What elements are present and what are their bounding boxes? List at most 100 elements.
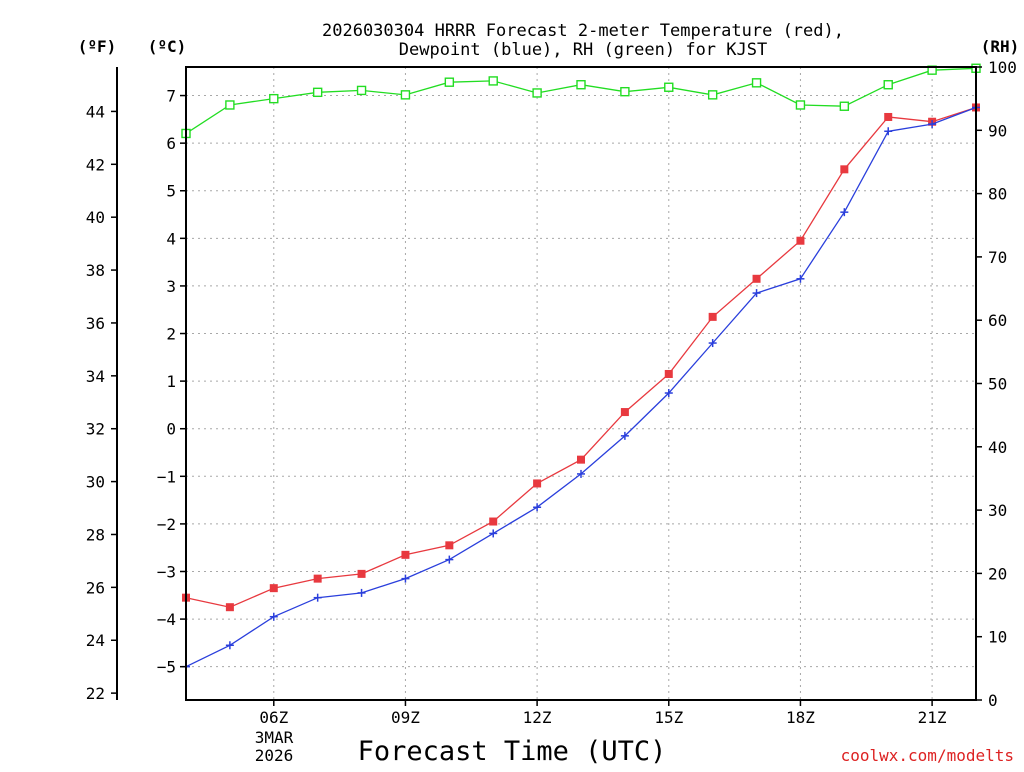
f-tick-label: 44 (86, 102, 105, 121)
rh-tick-label: 0 (988, 691, 998, 710)
temperature-point (225, 603, 234, 612)
dewpoint-point (928, 120, 937, 129)
dewpoint-point (752, 289, 761, 298)
rh-point (883, 80, 893, 90)
date-label-year: 2026 (255, 746, 294, 765)
date-label-month: 3MAR (255, 728, 294, 747)
x-tick-label: 12Z (523, 708, 552, 727)
temperature-point (620, 408, 629, 417)
temperature-point (708, 312, 717, 321)
dewpoint-point (489, 529, 498, 538)
f-tick-label: 24 (86, 631, 105, 650)
rh-point (444, 77, 455, 87)
c-tick-label: 6 (166, 134, 176, 153)
rh-point (707, 90, 718, 100)
c-tick-label: −4 (157, 610, 176, 629)
temperature-point (401, 550, 410, 559)
temperature-point (840, 165, 849, 174)
rh-tick-label: 10 (988, 628, 1007, 647)
x-axis-label: Forecast Time (UTC) (358, 736, 667, 767)
temperature-point (445, 541, 454, 550)
temperature-point (884, 112, 893, 121)
c-tick-label: −5 (157, 658, 176, 677)
labels: 2026030304 HRRR Forecast 2-meter Tempera… (78, 21, 1020, 767)
f-tick-label: 30 (86, 473, 105, 492)
dewpoint-point (884, 127, 893, 136)
rh-tick-label: 100 (988, 58, 1017, 77)
rh-point (532, 88, 542, 98)
rh-tick-label: 30 (988, 501, 1007, 520)
dewpoint-point (225, 641, 234, 650)
chart-title-line1: 2026030304 HRRR Forecast 2-meter Tempera… (322, 21, 844, 41)
dewpoint-point (269, 612, 278, 621)
temperature-point (752, 274, 761, 283)
rh-tick-label: 90 (988, 121, 1007, 140)
rh-point (356, 85, 367, 96)
rh-tick-label: 20 (988, 564, 1007, 583)
temperature-point (313, 574, 322, 583)
c-tick-label: 1 (166, 372, 176, 391)
rh-point (839, 101, 850, 111)
rh-tick-label: 50 (988, 375, 1007, 394)
dewpoint-point (577, 469, 585, 478)
f-tick-label: 22 (86, 684, 105, 703)
f-tick-label: 28 (86, 525, 105, 544)
temperature-point (357, 569, 366, 578)
temperature-point (533, 479, 542, 488)
c-tick-label: 4 (166, 229, 176, 248)
temperature-point (664, 369, 673, 378)
rh-point (269, 93, 279, 104)
chart-title-line2: Dewpoint (blue), RH (green) for KJST (399, 40, 767, 60)
x-tick-label: 15Z (654, 708, 683, 727)
c-tick-label: −3 (157, 562, 176, 581)
c-tick-label: 2 (166, 325, 176, 344)
c-tick-label: 3 (166, 277, 176, 296)
dewpoint-point (620, 431, 629, 440)
rh-point (400, 90, 411, 100)
dewpoint-point (445, 555, 454, 564)
series-layer (181, 63, 981, 671)
c-tick-label: 0 (166, 420, 176, 439)
dewpoint-point (708, 339, 717, 348)
rh-point (488, 76, 498, 86)
f-tick-label: 42 (86, 155, 105, 174)
rh-point (751, 78, 762, 88)
dewpoint-point (401, 574, 410, 583)
temperature-point (577, 455, 585, 464)
rh-tick-label: 60 (988, 311, 1007, 330)
axes: 222426283032343638404244−5−4−3−2−1012345… (86, 58, 1017, 727)
rh-point (664, 82, 674, 92)
f-tick-label: 32 (86, 420, 105, 439)
f-tick-label: 38 (86, 261, 105, 280)
grid (186, 67, 976, 700)
f-tick-label: 40 (86, 208, 105, 227)
rh-point (620, 86, 630, 97)
right-units-rh: (RH) (981, 37, 1020, 56)
c-tick-label: 7 (166, 87, 176, 106)
dewpoint-point (533, 503, 542, 512)
c-tick-label: −2 (157, 515, 176, 534)
left-units-f: (ºF) (78, 37, 117, 56)
rh-tick-label: 40 (988, 438, 1007, 457)
x-tick-label: 21Z (918, 708, 947, 727)
c-tick-label: −1 (157, 467, 176, 486)
left-units-c: (ºC) (148, 37, 187, 56)
x-tick-label: 09Z (391, 708, 420, 727)
rh-point (225, 100, 235, 110)
x-tick-label: 18Z (786, 708, 815, 727)
dewpoint-point (664, 389, 673, 398)
rh-point (795, 100, 806, 110)
f-tick-label: 36 (86, 314, 105, 333)
dewpoint-point (796, 274, 805, 283)
rh-tick-label: 80 (988, 185, 1007, 204)
x-tick-label: 06Z (259, 708, 288, 727)
dewpoint-point (357, 588, 366, 597)
c-tick-label: 5 (166, 182, 176, 201)
rh-tick-label: 70 (988, 248, 1007, 267)
temperature-point (796, 236, 805, 245)
f-tick-label: 34 (86, 367, 105, 386)
rh-point (576, 80, 586, 90)
rh-point (312, 87, 323, 98)
